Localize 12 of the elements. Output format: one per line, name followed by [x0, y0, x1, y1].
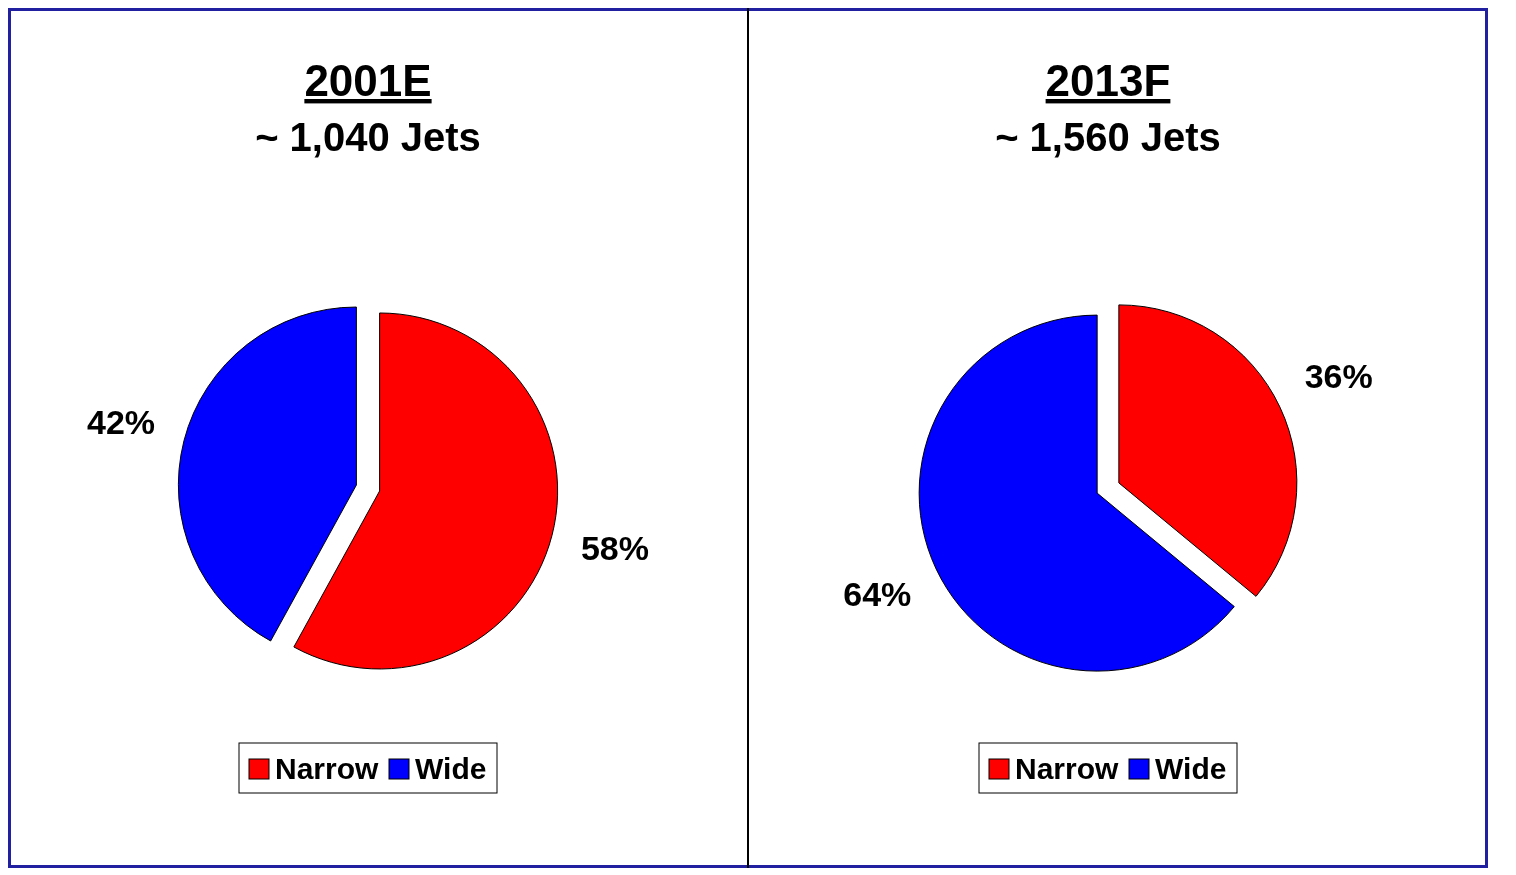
chart-subtitle: ~ 1,560 Jets — [995, 115, 1221, 159]
data-label: 36% — [1304, 357, 1373, 396]
data-label: 58% — [580, 529, 650, 568]
chart-subtitle: ~ 1,040 Jets — [255, 115, 481, 159]
legend-label: Wide — [1155, 752, 1227, 785]
data-label: 64% — [843, 574, 912, 613]
chart-title: 2001E — [304, 56, 432, 105]
legend-label: Wide — [415, 752, 487, 785]
chart-title: 2013F — [1045, 56, 1171, 105]
legend-label: Narrow — [1015, 752, 1120, 785]
data-label: 42% — [86, 402, 156, 441]
legend-label: Narrow — [275, 752, 380, 785]
